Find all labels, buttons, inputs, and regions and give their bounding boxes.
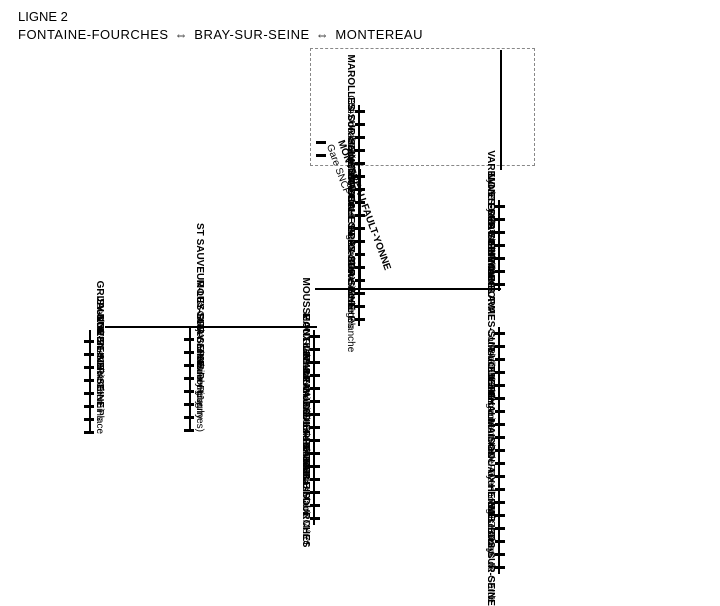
stop-label: Neuvry (Jaulnes) [194,356,206,432]
conn-stem-mid [359,169,361,290]
stop: Borne Blanche [345,313,361,326]
branch-left-b: ST SAUVEUR-LES-BRAYLa GoujonneMOUY-SUR-S… [190,328,206,432]
stop: Place [90,421,106,434]
branch-right-col: LES ORMES-SUR-VOULZIECouturePlaceMoulin … [485,327,501,574]
conn-right [315,288,501,290]
stop-label: Place Mérot [300,492,312,545]
route-header: LIGNE 2 FONTAINE-FOURCHES ⇔ BRAY-SUR-SEI… [18,8,423,43]
stop: Corps de Garde [485,561,501,574]
stop-label: Corps de Garde [485,532,497,603]
conn-hub-h [105,326,317,328]
stop: Place Mérot [300,512,316,525]
conn-tick [316,154,326,157]
double-arrow-icon: ⇔ [316,26,330,44]
stop: Neuvry (Jaulnes) [190,419,206,432]
conn-tick [316,141,326,144]
stop-label: Borne Blanche [345,287,357,353]
branch-main-mid: MAROLLES-SUR-SEINESt DonainCroix de la M… [345,105,361,326]
conn-stem-top [500,50,502,170]
stop-label: Place [94,409,106,434]
double-arrow-icon: ⇔ [175,26,189,44]
branch-main-bottom: MOUSSEAUX-LES-BRAYEcoleSt FiacreMONTIGNY… [300,330,316,525]
route-endpoints: FONTAINE-FOURCHES ⇔ BRAY-SUR-SEINE ⇔ MON… [18,26,423,44]
line-number: LIGNE 2 [18,8,423,26]
branch-left-a: JAULNESBoulodromeGRISY-SUR-SEINEMairieOu… [90,330,106,434]
